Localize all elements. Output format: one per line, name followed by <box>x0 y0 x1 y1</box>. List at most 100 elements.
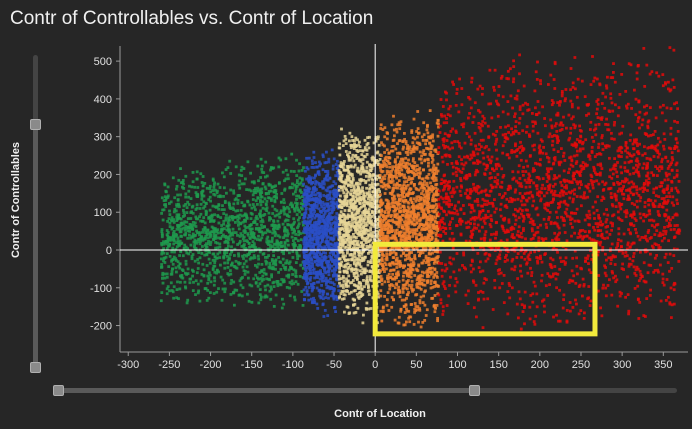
scatter-point <box>404 184 408 188</box>
scatter-point <box>214 233 218 237</box>
scatter-point <box>361 167 365 171</box>
scatter-point <box>326 292 329 296</box>
scatter-point <box>323 161 327 165</box>
scatter-point <box>432 223 436 227</box>
scatter-point <box>379 163 383 167</box>
scatter-point <box>363 271 366 275</box>
scatter-point <box>304 268 307 271</box>
scatter-point <box>336 205 339 208</box>
scatter-point <box>161 249 164 252</box>
scatter-point <box>432 257 436 261</box>
scatter-point <box>283 207 287 210</box>
scatter-point <box>328 221 332 225</box>
scatter-point <box>390 230 394 233</box>
scatter-point <box>314 182 317 186</box>
scatter-point <box>425 128 429 132</box>
scatter-point <box>372 194 376 197</box>
scatter-point <box>401 226 404 230</box>
scatter-point <box>188 281 192 285</box>
scatter-point <box>197 289 200 293</box>
scatter-point <box>346 174 350 178</box>
scatter-point <box>249 217 253 220</box>
scatter-point <box>385 148 389 152</box>
scatter-point <box>186 272 190 275</box>
scatter-point <box>412 168 416 171</box>
scatter-point <box>278 243 282 247</box>
scatter-point <box>400 168 404 172</box>
scatter-point <box>302 166 305 169</box>
scatter-point <box>354 189 357 193</box>
scatter-point <box>380 154 383 157</box>
scatter-point <box>252 180 256 184</box>
scatter-point <box>421 301 425 304</box>
scatter-point <box>381 259 384 262</box>
scatter-point <box>237 223 240 227</box>
scatter-point <box>374 183 378 187</box>
scatter-point <box>406 183 410 187</box>
scatter-point <box>387 152 391 155</box>
scatter-point <box>168 221 172 225</box>
scatter-point <box>303 237 306 240</box>
scatter-point <box>288 294 292 298</box>
scatter-point <box>309 215 313 218</box>
scatter-point <box>316 231 320 235</box>
scatter-point <box>309 247 313 251</box>
scatter-point <box>292 244 296 248</box>
scatter-point <box>417 141 421 145</box>
scatter-point <box>308 239 312 242</box>
scatter-point <box>388 283 391 287</box>
scatter-point <box>294 185 298 189</box>
scatter-point <box>390 305 394 309</box>
scatter-point <box>202 274 206 278</box>
scatter-point <box>312 255 316 259</box>
scatter-point <box>434 240 438 243</box>
scatter-point <box>406 263 410 267</box>
scatter-point <box>379 179 383 183</box>
scatter-point <box>412 203 415 206</box>
scatter-point <box>420 270 424 274</box>
scatter-point <box>313 299 316 302</box>
scatter-point <box>331 292 335 296</box>
scatter-point <box>395 266 399 269</box>
scatter-point <box>175 203 178 206</box>
scatter-point <box>400 224 404 227</box>
scatter-point <box>431 195 435 198</box>
scatter-point <box>292 207 296 211</box>
scatter-point <box>309 276 313 279</box>
scatter-point <box>268 230 272 234</box>
scatter-point <box>316 247 320 251</box>
scatter-point <box>409 275 413 279</box>
scatter-point <box>424 213 427 217</box>
scatter-point <box>258 250 262 254</box>
scatter-point <box>406 214 409 218</box>
scatter-point <box>206 228 210 232</box>
scatter-point <box>338 205 341 209</box>
scatter-point <box>316 214 319 218</box>
scatter-point <box>427 136 431 139</box>
scatter-point <box>317 229 321 233</box>
scatter-point <box>398 127 402 131</box>
scatter-point <box>375 197 379 201</box>
scatter-point <box>188 233 191 237</box>
scatter-point <box>416 171 420 175</box>
scatter-point <box>172 210 176 214</box>
scatter-point <box>192 223 196 227</box>
scatter-point <box>161 218 165 222</box>
scatter-point <box>383 183 387 187</box>
scatter-point <box>335 200 339 204</box>
scatter-point <box>243 218 246 222</box>
scatter-point <box>409 286 413 289</box>
scatter-point <box>274 189 278 192</box>
scatter-point <box>312 286 315 290</box>
scatter-point <box>336 159 339 163</box>
scatter-point <box>172 230 176 233</box>
scatter-point <box>201 262 205 266</box>
scatter-point <box>199 202 203 206</box>
scatter-point <box>372 234 376 238</box>
scatter-point <box>394 208 398 212</box>
scatter-point <box>390 205 394 208</box>
scatter-point <box>322 228 325 231</box>
scatter-point <box>392 144 396 148</box>
scatter-point <box>272 190 276 194</box>
scatter-point <box>420 183 424 187</box>
